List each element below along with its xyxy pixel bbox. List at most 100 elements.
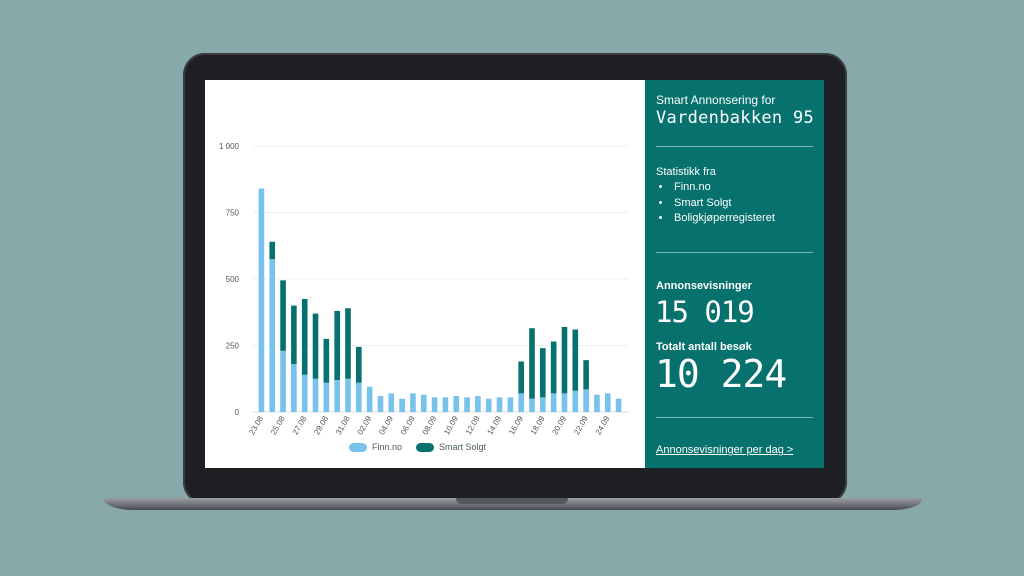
y-tick-label: 250 bbox=[226, 342, 240, 351]
x-tick-label: 22.09 bbox=[572, 414, 590, 436]
y-tick-label: 750 bbox=[226, 209, 240, 218]
bar-finn bbox=[334, 380, 340, 412]
bar-finn bbox=[442, 397, 449, 412]
bar-finn bbox=[572, 390, 579, 412]
bar-finn bbox=[561, 393, 568, 412]
bar-finn bbox=[399, 398, 405, 412]
bar-finn bbox=[312, 378, 319, 412]
y-tick-label: 0 bbox=[235, 408, 240, 417]
bar-smart-solgt bbox=[572, 329, 579, 391]
sources-list: Finn.no Smart Solgt Boligkjøperregistere… bbox=[656, 180, 775, 227]
bar-smart-solgt bbox=[550, 341, 557, 394]
x-tick-label: 02.09 bbox=[356, 414, 374, 436]
legend-label-smart-solgt: Smart Solgt bbox=[439, 442, 487, 452]
visits-label: Totalt antall besøk bbox=[656, 341, 752, 353]
x-tick-label: 18.09 bbox=[529, 414, 547, 436]
bar-smart-solgt bbox=[301, 298, 308, 375]
y-tick-label: 1 000 bbox=[219, 142, 240, 151]
bar-smart-solgt bbox=[561, 326, 568, 394]
x-tick-label: 12.09 bbox=[464, 414, 482, 436]
views-chart: 0 250 500 750 1 000 23.08 25.08 27.08 29.08 31.08… bbox=[205, 80, 645, 468]
bar-smart-solgt bbox=[312, 313, 319, 379]
bar-finn bbox=[475, 396, 481, 412]
x-tick-label: 06.09 bbox=[399, 414, 417, 436]
bar-finn bbox=[301, 374, 308, 412]
x-tick-label: 25.08 bbox=[269, 414, 287, 436]
stats-panel: Smart Annonsering for Vardenbakken 95 St… bbox=[645, 80, 824, 468]
x-tick-label: 20.09 bbox=[550, 414, 568, 436]
laptop-base bbox=[104, 498, 922, 510]
bar-smart-solgt bbox=[280, 280, 286, 351]
legend-item-smart-solgt[interactable]: Smart Solgt bbox=[416, 442, 486, 452]
legend-item-finn[interactable]: Finn.no bbox=[349, 442, 402, 452]
bar-smart-solgt bbox=[269, 241, 276, 260]
x-tick-label: 29.08 bbox=[312, 414, 330, 436]
bar-finn bbox=[550, 393, 557, 412]
x-tick-label: 24.09 bbox=[594, 414, 612, 436]
bar-finn bbox=[485, 398, 492, 412]
bar-finn bbox=[431, 397, 438, 412]
bar-smart-solgt bbox=[518, 361, 524, 394]
divider-middle bbox=[656, 252, 813, 253]
bar-finn bbox=[269, 259, 276, 412]
bar-finn bbox=[583, 389, 589, 412]
legend-label-finn: Finn.no bbox=[372, 442, 403, 452]
bar-smart-solgt bbox=[334, 310, 340, 381]
bar-finn bbox=[388, 393, 395, 412]
property-address: Vardenbakken 95 bbox=[656, 108, 815, 128]
source-item-finn: Finn.no bbox=[672, 180, 775, 196]
bar-smart-solgt bbox=[291, 305, 297, 365]
chart-legend: Finn.no Smart Solgt bbox=[349, 442, 486, 452]
bar-finn bbox=[291, 364, 297, 412]
x-tick-label: 04.09 bbox=[377, 414, 395, 436]
bar-smart-solgt bbox=[356, 346, 362, 383]
sources-label: Statistikk fra bbox=[656, 166, 716, 178]
x-tick-label: 16.09 bbox=[507, 414, 525, 436]
x-tick-label: 14.09 bbox=[485, 414, 503, 436]
bar-finn bbox=[410, 393, 416, 412]
bar-smart-solgt bbox=[583, 360, 589, 390]
x-tick-label: 08.09 bbox=[421, 414, 439, 436]
bar-finn bbox=[529, 398, 535, 412]
x-tick-label: 31.08 bbox=[334, 414, 352, 436]
source-item-smart-solgt: Smart Solgt bbox=[672, 196, 775, 212]
bar-chart-svg: 0 250 500 750 1 000 23.08 25.08 27.08 29.08 31.08… bbox=[219, 142, 629, 436]
visits-value: 10 224 bbox=[655, 352, 787, 396]
x-tick-label: 27.08 bbox=[291, 414, 309, 436]
bar-finn bbox=[604, 393, 611, 412]
laptop-notch bbox=[456, 498, 568, 504]
bar-smart-solgt bbox=[323, 338, 330, 383]
panel-heading: Smart Annonsering for bbox=[656, 93, 776, 107]
bar-finn bbox=[496, 397, 503, 412]
bar-finn bbox=[323, 382, 330, 412]
views-per-day-link[interactable]: Annonsevisninger per dag > bbox=[656, 444, 794, 456]
x-tick-label: 10.09 bbox=[442, 414, 460, 436]
bar-smart-solgt bbox=[529, 328, 535, 399]
bar-finn bbox=[615, 398, 622, 412]
bar-smart-solgt bbox=[540, 348, 546, 398]
bar-finn bbox=[420, 394, 427, 412]
legend-swatch-smart-solgt bbox=[416, 442, 435, 452]
bar-finn bbox=[507, 397, 514, 412]
bar-finn bbox=[356, 382, 362, 412]
bar-finn bbox=[377, 396, 384, 412]
bar-finn bbox=[594, 394, 600, 412]
views-label: Annonsevisninger bbox=[656, 280, 752, 292]
y-tick-label: 500 bbox=[226, 275, 240, 284]
bar-finn bbox=[366, 386, 373, 412]
divider-bottom bbox=[656, 417, 813, 418]
views-value: 15 019 bbox=[655, 295, 755, 329]
bar-finn bbox=[280, 350, 286, 412]
bar-finn bbox=[258, 188, 265, 412]
bar-smart-solgt bbox=[345, 308, 351, 379]
laptop-screen: 0 250 500 750 1 000 23.08 25.08 27.08 29.08 31.08… bbox=[205, 80, 824, 468]
legend-swatch-finn bbox=[349, 442, 367, 452]
x-tick-label: 23.08 bbox=[247, 414, 265, 436]
divider-top bbox=[656, 146, 813, 147]
bar-finn bbox=[453, 396, 460, 412]
bar-finn bbox=[345, 378, 351, 412]
source-item-boligkjoperregisteret: Boligkjøperregisteret bbox=[672, 211, 775, 227]
bar-finn bbox=[464, 397, 470, 412]
bar-finn bbox=[518, 393, 524, 412]
bar-finn bbox=[540, 397, 546, 412]
